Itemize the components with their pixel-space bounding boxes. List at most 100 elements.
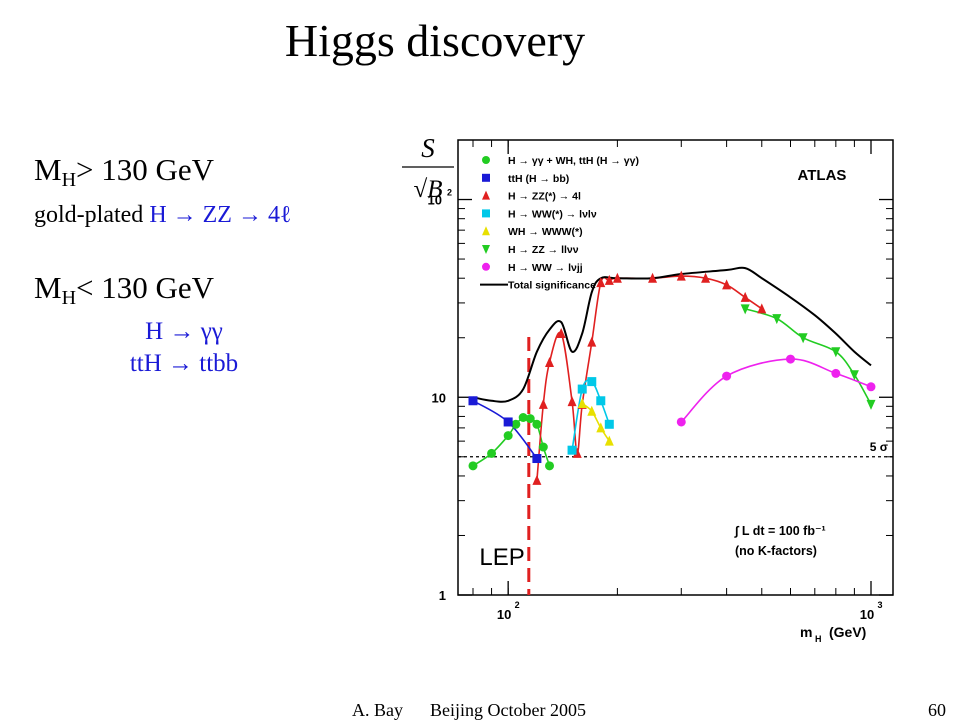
data-point-series-1 [538,442,548,452]
mh-low-prefix: M [34,270,62,305]
footer-place: Beijing October 2005 [430,700,586,720]
data-point-series-1 [532,419,542,429]
data-point-series-3 [604,274,614,285]
x-axis-unit: (GeV) [829,624,866,640]
low-channel-1: H → γγ [145,318,223,345]
legend-marker-7 [482,262,490,271]
x-tick-label: 10 [497,607,511,622]
plot-frame [457,139,894,596]
legend-label-2: ttH (H → bb) [508,173,569,185]
data-point-series-3 [596,277,606,288]
data-point-series-2 [468,396,478,406]
mh-high-prefix: M [34,152,62,187]
x-axis-label-sub: H [815,634,822,644]
legend-label-1: H → γγ + WH, ttH (H → γγ) [508,155,639,167]
mh-high-line: MH> 130 GeV [34,152,414,198]
mh-low-line: MH< 130 GeV [34,270,414,316]
gold-plated-prefix: gold-plated [34,202,150,228]
slide-title: Higgs discovery [284,15,586,66]
data-point-series-5 [604,435,614,446]
x-tick-exponent: 2 [515,600,520,610]
data-point-series-7 [722,371,732,381]
footer-page-number: 60 [928,700,946,720]
data-point-series-6 [849,370,859,381]
y-tick-label: 10 [432,390,446,405]
data-point-series-7 [866,382,876,392]
data-point-series-7 [676,417,686,427]
series-line-5 [581,402,610,442]
data-point-series-1 [503,431,513,441]
mh-low-text: < 130 GeV [76,270,215,305]
gold-plated-channel: H → ZZ → 4ℓ [149,202,292,228]
data-point-series-7 [831,368,841,378]
x-tick-exponent: 3 [877,600,882,610]
legend-label-7: H → WW → lνjj [508,262,583,274]
data-point-series-3 [701,272,711,283]
mh-low-sub: H [61,287,77,309]
data-point-series-3 [532,474,542,485]
data-point-series-3 [740,291,750,302]
data-point-series-5 [596,422,606,433]
data-point-series-6 [740,304,750,315]
data-point-series-3 [572,447,582,458]
data-point-series-3 [757,303,767,314]
y-tick-label: 10 [428,193,442,208]
series-line-6 [744,308,872,405]
data-point-series-3 [612,272,622,283]
legend-label-3: H → ZZ(*) → 4l [508,191,581,203]
data-point-series-4 [567,445,577,455]
data-point-series-3 [538,398,548,409]
data-point-series-4 [587,377,597,387]
data-point-series-5 [577,397,587,408]
data-point-series-3 [587,336,597,347]
data-point-series-3 [676,270,686,281]
series-line-7 [680,358,872,423]
legend-marker-4 [482,209,490,218]
data-point-series-1 [487,448,497,458]
data-point-series-2 [503,417,513,427]
mh-high-sub: H [61,169,77,191]
gold-plated-line: gold-plated H → ZZ → 4ℓ [34,200,414,230]
data-point-series-2 [532,454,542,464]
x-tick-label: 10 [860,607,874,622]
legend-marker-2 [482,173,490,182]
data-point-series-4 [604,419,614,429]
low-channel-2: ttH → ttbb [129,350,239,377]
legend-label-5: WH → WWW(*) [508,226,583,238]
data-point-series-6 [798,333,808,344]
x-axis-label: m [800,624,812,640]
data-point-series-3 [556,328,566,339]
data-point-series-7 [786,354,796,364]
legend-marker-1 [482,156,490,164]
data-point-series-3 [567,396,577,407]
data-point-series-1 [468,461,478,471]
lep-label: LEP [479,544,524,571]
y-tick-exponent: 2 [447,188,452,198]
data-point-series-4 [596,396,606,406]
data-point-series-3 [648,272,658,283]
y-axis-numerator: S [421,133,435,163]
data-point-series-5 [587,405,597,416]
data-point-series-1 [525,414,535,424]
mass-ranges-summary: MH> 130 GeV gold-plated H → ZZ → 4ℓ MH< … [34,152,414,380]
data-point-series-6 [772,314,782,325]
five-sigma-label: 5 σ [870,440,888,454]
legend-marker-6 [482,245,490,254]
legend-label-8: Total significance [508,280,596,292]
series-line-8 [472,266,872,403]
experiment-label: ATLAS [798,167,847,184]
legend-label-6: H → ZZ → llνν [508,244,579,256]
y-axis-denominator: √B [414,176,443,203]
footer-author: A. Bay [352,700,403,720]
data-point-series-6 [831,347,841,358]
data-point-series-3 [722,279,732,290]
y-tick-label: 1 [439,588,446,603]
data-point-series-1 [511,419,521,429]
legend-marker-5 [482,226,490,236]
luminosity-note-1: ∫ L dt = 100 fb⁻¹ [734,524,826,538]
luminosity-note-2: (no K-factors) [735,544,817,558]
legend-marker-3 [482,190,490,200]
data-point-series-1 [545,461,555,471]
data-point-series-1 [518,413,528,423]
